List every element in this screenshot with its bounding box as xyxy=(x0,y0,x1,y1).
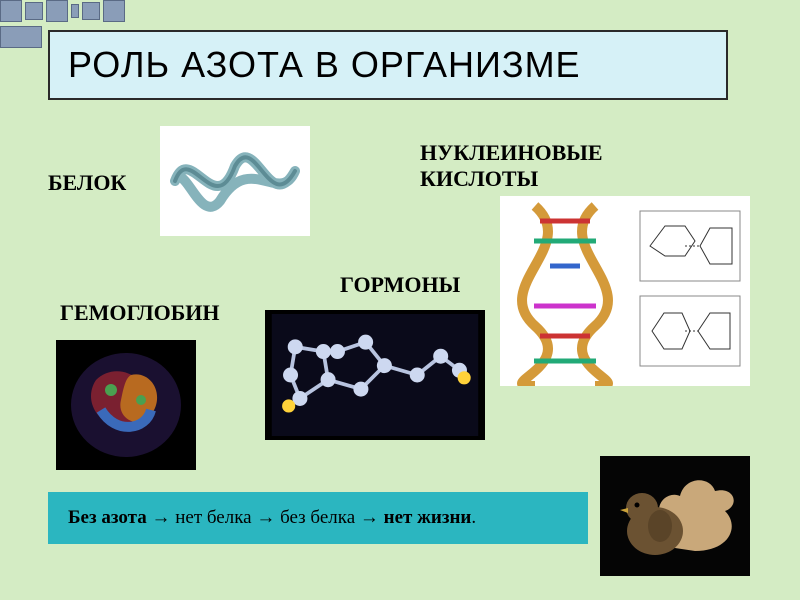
hormone-image xyxy=(265,310,485,440)
label-protein: БЕЛОК xyxy=(48,170,126,196)
label-nucleic-line1: НУКЛЕИНОВЫЕ xyxy=(420,140,603,165)
label-nucleic: НУКЛЕИНОВЫЕ КИСЛОТЫ xyxy=(420,140,603,193)
chain-seg-3: без белка xyxy=(280,507,355,528)
chain-seg-4: нет жизни xyxy=(384,507,472,528)
label-nucleic-line2: КИСЛОТЫ xyxy=(420,166,538,191)
title-box: РОЛЬ АЗОТА В ОРГАНИЗМЕ xyxy=(48,30,728,100)
chain-seg-2: нет белка xyxy=(175,507,251,528)
chain-seg-1: Без азота xyxy=(68,507,147,528)
dna-image xyxy=(500,196,750,386)
label-hormones: ГОРМОНЫ xyxy=(340,272,460,298)
protein-image xyxy=(160,126,310,236)
slide-title: РОЛЬ АЗОТА В ОРГАНИЗМЕ xyxy=(68,44,581,86)
hemoglobin-image xyxy=(56,340,196,470)
corner-bar xyxy=(0,26,42,48)
label-hemoglobin: ГЕМОГЛОБИН xyxy=(60,300,220,326)
bottom-chain-text: Без азота → нет белка → без белка → нет … xyxy=(68,507,476,529)
slide: РОЛЬ АЗОТА В ОРГАНИЗМЕ БЕЛОК НУКЛЕИНОВЫЕ… xyxy=(0,0,800,600)
bottom-chain-box: Без азота → нет белка → без белка → нет … xyxy=(48,492,588,544)
chick-image xyxy=(600,456,750,576)
